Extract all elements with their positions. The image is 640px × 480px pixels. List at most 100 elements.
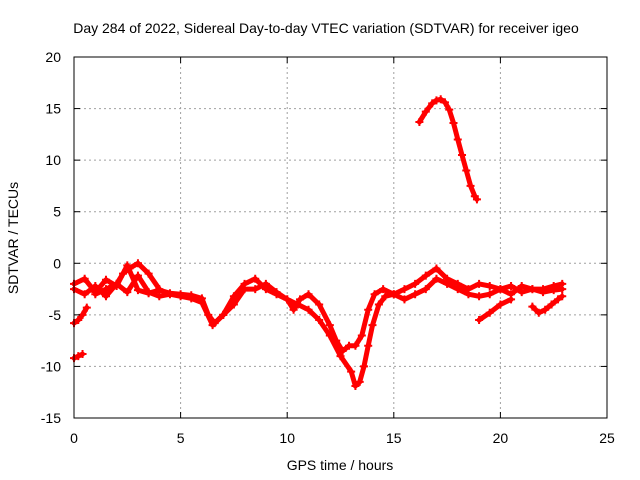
data-point <box>187 294 196 303</box>
x-tick-label: 20 <box>493 430 509 446</box>
data-point <box>155 285 164 294</box>
data-point <box>101 285 110 294</box>
data-point <box>421 285 430 294</box>
y-axis-label: SDTVAR / TECUs <box>5 182 21 294</box>
data-point <box>549 286 558 295</box>
data-point <box>155 292 164 301</box>
data-point <box>534 308 543 317</box>
data-point <box>445 105 454 114</box>
data-point <box>432 264 441 273</box>
data-point <box>411 279 420 288</box>
data-point <box>144 269 153 278</box>
data-point <box>283 295 292 304</box>
data-point <box>82 303 91 312</box>
data-point <box>485 308 494 317</box>
series-line <box>476 296 514 323</box>
data-point <box>315 300 324 309</box>
data-point <box>453 135 462 144</box>
data-point <box>123 288 132 297</box>
data-point <box>421 271 430 280</box>
data-point <box>351 341 360 350</box>
data-point <box>229 300 238 309</box>
data-point <box>528 302 537 311</box>
data-point <box>325 331 334 340</box>
x-tick-label: 15 <box>386 430 402 446</box>
data-point <box>485 281 494 290</box>
data-point <box>351 382 360 391</box>
data-point <box>440 98 449 107</box>
series-line <box>71 305 90 326</box>
data-point <box>379 285 388 294</box>
data-point <box>400 285 409 294</box>
data-point <box>364 305 373 314</box>
data-point <box>432 96 441 105</box>
data-point <box>475 279 484 288</box>
data-point <box>464 290 473 299</box>
y-tick-label: 5 <box>53 204 61 220</box>
y-tick-label: -5 <box>49 307 62 323</box>
data-point <box>355 377 364 386</box>
data-point <box>272 288 281 297</box>
data-point <box>251 274 260 283</box>
data-point <box>374 300 383 309</box>
data-point <box>462 166 471 175</box>
data-point <box>112 279 121 288</box>
data-point <box>507 295 516 304</box>
data-point <box>289 305 298 314</box>
data-point <box>80 274 89 283</box>
data-point <box>80 290 89 299</box>
data-point <box>436 95 445 104</box>
series-trace-c <box>91 259 164 299</box>
data-point <box>91 290 100 299</box>
y-tick-label: 20 <box>45 49 61 65</box>
x-tick-label: 25 <box>599 430 615 446</box>
data-point <box>432 274 441 283</box>
plot-frame <box>73 56 608 419</box>
y-tick-label: 15 <box>45 101 61 117</box>
data-point <box>359 362 368 371</box>
series-trace-f <box>415 95 481 204</box>
data-point <box>133 286 142 295</box>
data-point <box>553 295 562 304</box>
data-point <box>364 341 373 350</box>
series-trace-h <box>528 292 567 317</box>
data-point <box>547 300 556 309</box>
x-axis-label: GPS time / hours <box>287 457 394 473</box>
data-point <box>381 292 390 301</box>
data-point <box>507 281 516 290</box>
data-point <box>125 264 134 273</box>
plot-marks <box>70 95 567 391</box>
data-point <box>101 275 110 284</box>
data-point <box>541 305 550 314</box>
data-point <box>293 300 302 309</box>
data-point <box>165 290 174 299</box>
data-point <box>411 290 420 299</box>
data-point <box>74 316 83 325</box>
grid <box>74 57 607 418</box>
data-point <box>347 367 356 376</box>
data-point <box>517 288 526 297</box>
y-tick-label: 10 <box>45 152 61 168</box>
data-point <box>443 279 452 288</box>
data-point <box>458 150 467 159</box>
chart-title: Day 284 of 2022, Sidereal Day-to-day VTE… <box>73 20 579 36</box>
data-point <box>449 119 458 128</box>
data-point <box>539 288 548 297</box>
y-tick-label: -15 <box>41 410 61 426</box>
axis-ticks: 0 5 10 15 20 25 -15 -10 -5 0 5 10 15 20 <box>41 49 615 446</box>
y-tick-label: 0 <box>53 255 61 271</box>
data-point <box>304 290 313 299</box>
data-point <box>472 195 481 204</box>
data-point <box>133 259 142 268</box>
data-point <box>325 321 334 330</box>
data-point <box>74 352 83 361</box>
series-trace-b <box>70 271 567 391</box>
data-point <box>485 290 494 299</box>
data-point <box>119 269 128 278</box>
x-tick-label: 0 <box>70 430 78 446</box>
data-point <box>315 316 324 325</box>
data-point <box>496 300 505 309</box>
data-point <box>370 290 379 299</box>
